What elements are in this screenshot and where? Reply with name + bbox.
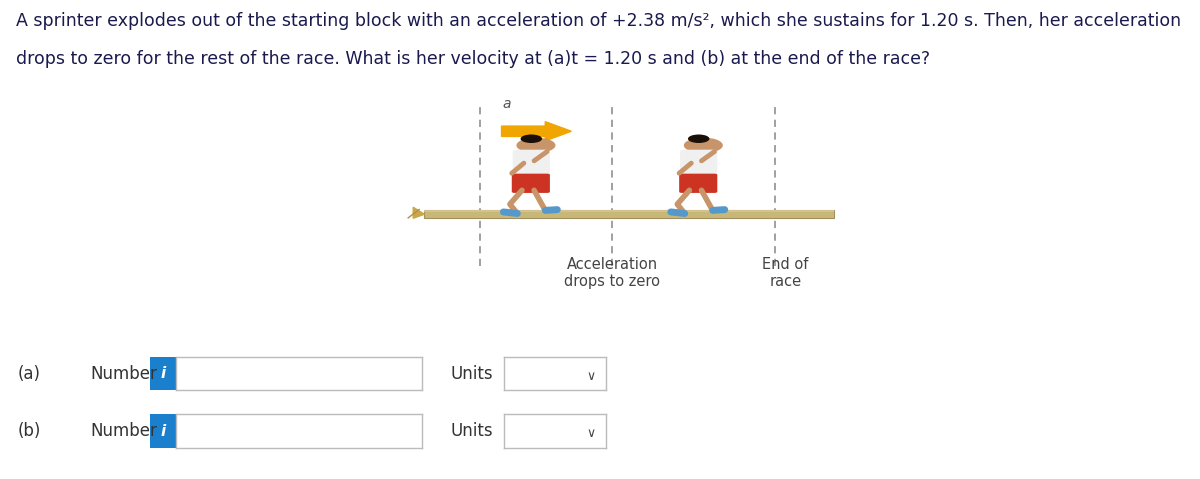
Text: End of
race: End of race bbox=[762, 257, 809, 289]
Text: (a): (a) bbox=[18, 365, 41, 383]
Bar bbox=[425, 210, 834, 212]
Text: ∨: ∨ bbox=[586, 427, 595, 440]
Text: a: a bbox=[502, 97, 510, 111]
Text: Units: Units bbox=[450, 365, 493, 383]
Circle shape bbox=[516, 137, 556, 153]
Text: A sprinter explodes out of the starting block with an acceleration of +2.38 m/s²: A sprinter explodes out of the starting … bbox=[16, 12, 1181, 30]
Text: ∨: ∨ bbox=[586, 370, 595, 383]
Polygon shape bbox=[413, 207, 425, 218]
Text: i: i bbox=[161, 366, 166, 381]
Text: Units: Units bbox=[450, 422, 493, 440]
Circle shape bbox=[688, 135, 709, 143]
Text: i: i bbox=[161, 423, 166, 439]
Text: (b): (b) bbox=[18, 422, 41, 440]
Text: Acceleration
drops to zero: Acceleration drops to zero bbox=[564, 257, 660, 289]
Text: Number: Number bbox=[90, 422, 157, 440]
Text: Number: Number bbox=[90, 365, 157, 383]
Circle shape bbox=[521, 135, 542, 143]
Circle shape bbox=[684, 137, 722, 153]
FancyBboxPatch shape bbox=[512, 150, 550, 178]
FancyArrow shape bbox=[502, 122, 571, 141]
Text: drops to zero for the rest of the race. What is her velocity at (a)t = 1.20 s an: drops to zero for the rest of the race. … bbox=[16, 50, 930, 68]
Polygon shape bbox=[408, 209, 420, 218]
FancyBboxPatch shape bbox=[511, 174, 550, 193]
FancyBboxPatch shape bbox=[679, 174, 718, 193]
Bar bbox=[425, 210, 834, 218]
FancyBboxPatch shape bbox=[680, 150, 718, 178]
